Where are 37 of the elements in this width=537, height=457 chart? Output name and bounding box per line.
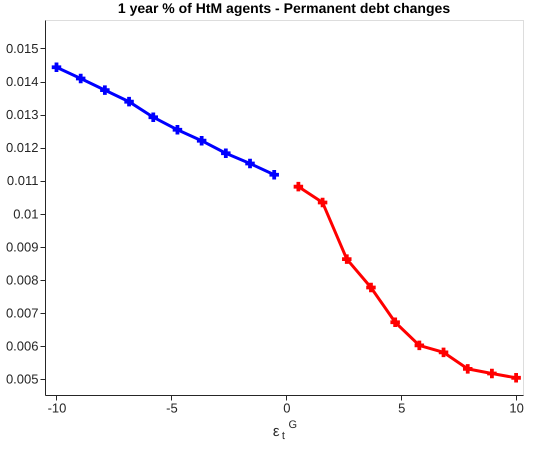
point [318, 198, 328, 208]
y-tick-label: 0.014 [6, 74, 38, 90]
y-tick-label: 0.005 [6, 372, 38, 387]
point [487, 368, 497, 378]
point [52, 62, 62, 72]
point [124, 96, 134, 106]
y-tick-label: 0.012 [6, 140, 38, 156]
y-tick-label: 0.013 [6, 107, 38, 122]
point [172, 125, 182, 135]
x-tick-label: -5 [166, 400, 178, 416]
y-tick-label: 0.009 [6, 239, 38, 254]
point [438, 348, 448, 358]
point [390, 318, 400, 327]
point [76, 74, 86, 84]
y-tick-label: 0.008 [6, 272, 38, 288]
point [269, 170, 279, 180]
point [221, 148, 231, 158]
point [511, 373, 521, 383]
x-tick-label: 10 [509, 400, 524, 416]
point [414, 340, 424, 350]
x-tick-label: -10 [48, 400, 66, 416]
point [148, 112, 158, 122]
y-tick-label: 0.01 [13, 206, 38, 222]
y-tick-label: 0.011 [6, 173, 38, 188]
point [196, 136, 206, 146]
chart-title: 1 year % of HtM agents - Permanent debt changes [118, 0, 450, 16]
point [366, 282, 376, 292]
point [294, 182, 304, 192]
point [462, 364, 472, 374]
y-tick-label: 0.007 [6, 305, 38, 320]
x-tick-label: 0 [283, 400, 290, 416]
y-tick-label: 0.006 [6, 338, 38, 354]
point [342, 254, 352, 264]
point [100, 85, 110, 95]
x-tick-label: 5 [398, 400, 406, 416]
point [245, 158, 255, 168]
y-tick-label: 0.015 [6, 40, 38, 56]
